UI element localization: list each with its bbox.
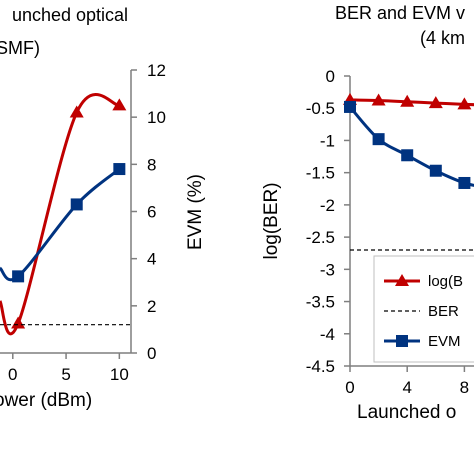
right-chart-x-axis-label: Launched o: [357, 402, 456, 423]
right-chart-y-tick-label: -0.5: [306, 99, 335, 118]
left-chart-y-tick-label: 0: [147, 344, 156, 363]
right-chart-y-tick-label: -1.5: [306, 164, 335, 183]
right-chart-y-tick-label: 0: [326, 67, 335, 86]
left-chart-x-tick-label: 10: [110, 365, 129, 384]
left-chart-series-0-line: [0, 93, 120, 336]
right-chart-series-1-point: [458, 176, 471, 189]
left-chart-title-line-1: unched optical: [12, 5, 128, 25]
legend-swatch-marker: [396, 335, 408, 347]
right-chart-y-axis-label: log(BER): [261, 182, 282, 259]
right-chart-series-1-point: [372, 133, 385, 146]
legend-entry-label: EVM: [428, 333, 461, 350]
right-chart-series-0-point: [371, 93, 386, 106]
right-chart-series-1-point: [344, 100, 356, 113]
right-chart-panel: BER and EVM v (4 km 0 -0.5 -1 -1.5 -2 -2.5 -3 -…: [261, 3, 474, 423]
left-chart-y-tick-label: 4: [147, 250, 156, 269]
right-chart-y-tick-label: -3.5: [306, 293, 335, 312]
left-chart-y-tick-label: 12: [147, 61, 166, 80]
legend-box: [373, 255, 474, 363]
right-chart-series-1-point: [401, 149, 414, 162]
left-chart-x-axis-label: ower (dBm): [0, 390, 92, 411]
right-chart-series-0-point: [457, 97, 472, 110]
right-chart-series-0-point: [428, 96, 443, 109]
left-chart-series-1-line: [0, 167, 121, 282]
right-chart-y-tick-label: -4: [320, 325, 335, 344]
left-chart-series-0-point: [11, 316, 26, 329]
left-chart-series-0-point: [69, 105, 84, 118]
right-chart-title-line-1: BER and EVM v: [335, 3, 465, 23]
legend-entries: log(B BER EVM: [384, 273, 463, 350]
left-chart-x-tick-label: 5: [61, 365, 70, 384]
left-chart-title-line-2: SMF): [0, 38, 40, 58]
right-chart-y-tick-label: -1: [320, 131, 335, 150]
right-chart-y-tick-label: -4.5: [306, 357, 335, 376]
legend-entry-label: BER: [428, 303, 459, 320]
right-chart-y-tick-label: -3: [320, 260, 335, 279]
left-chart-panel: unched optical SMF) 0 2 4 6 8 10 12 0 5 10 EVM (…: [0, 5, 206, 411]
right-chart-title-line-2: (4 km: [420, 28, 465, 48]
right-chart-series-1-point: [429, 164, 442, 177]
right-chart-series-0-point: [400, 94, 415, 107]
left-chart-y-tick-label: 10: [147, 108, 166, 127]
legend-entry-label: log(B: [428, 273, 463, 290]
left-chart-series: [0, 93, 130, 336]
right-chart-x-ticks: 0 4 8: [345, 366, 469, 397]
right-chart-x-tick-label: 4: [402, 378, 411, 397]
right-chart-y-ticks: 0 -0.5 -1 -1.5 -2 -2.5 -3 -3.5 -4 -4.5: [306, 67, 350, 376]
left-chart-series-1-point: [12, 270, 25, 283]
left-chart-y-tick-label: 8: [147, 155, 156, 174]
left-chart-series-1-point: [113, 163, 126, 176]
right-chart-x-tick-label: 0: [345, 378, 354, 397]
legend-swatch-marker: [395, 274, 409, 286]
left-chart-y-axis-label: EVM (%): [185, 174, 206, 250]
right-chart-series-1-line: [348, 105, 474, 187]
right-chart-y-tick-label: -2.5: [306, 228, 335, 247]
right-chart-legend: log(B BER EVM: [373, 255, 474, 363]
left-chart-x-ticks: 0 5 10: [8, 353, 129, 384]
left-chart-y-tick-label: 6: [147, 203, 156, 222]
right-chart-y-tick-label: -2: [320, 196, 335, 215]
left-chart-y-tick-label: 2: [147, 297, 156, 316]
left-chart-series-0-point: [112, 98, 127, 111]
left-chart-y-ticks: 0 2 4 6 8 10 12: [131, 61, 166, 363]
left-chart-series-1-point: [70, 198, 83, 211]
right-chart-series: [343, 92, 474, 251]
right-chart-x-tick-label: 8: [460, 378, 469, 397]
left-chart-x-tick-label: 0: [8, 365, 17, 384]
